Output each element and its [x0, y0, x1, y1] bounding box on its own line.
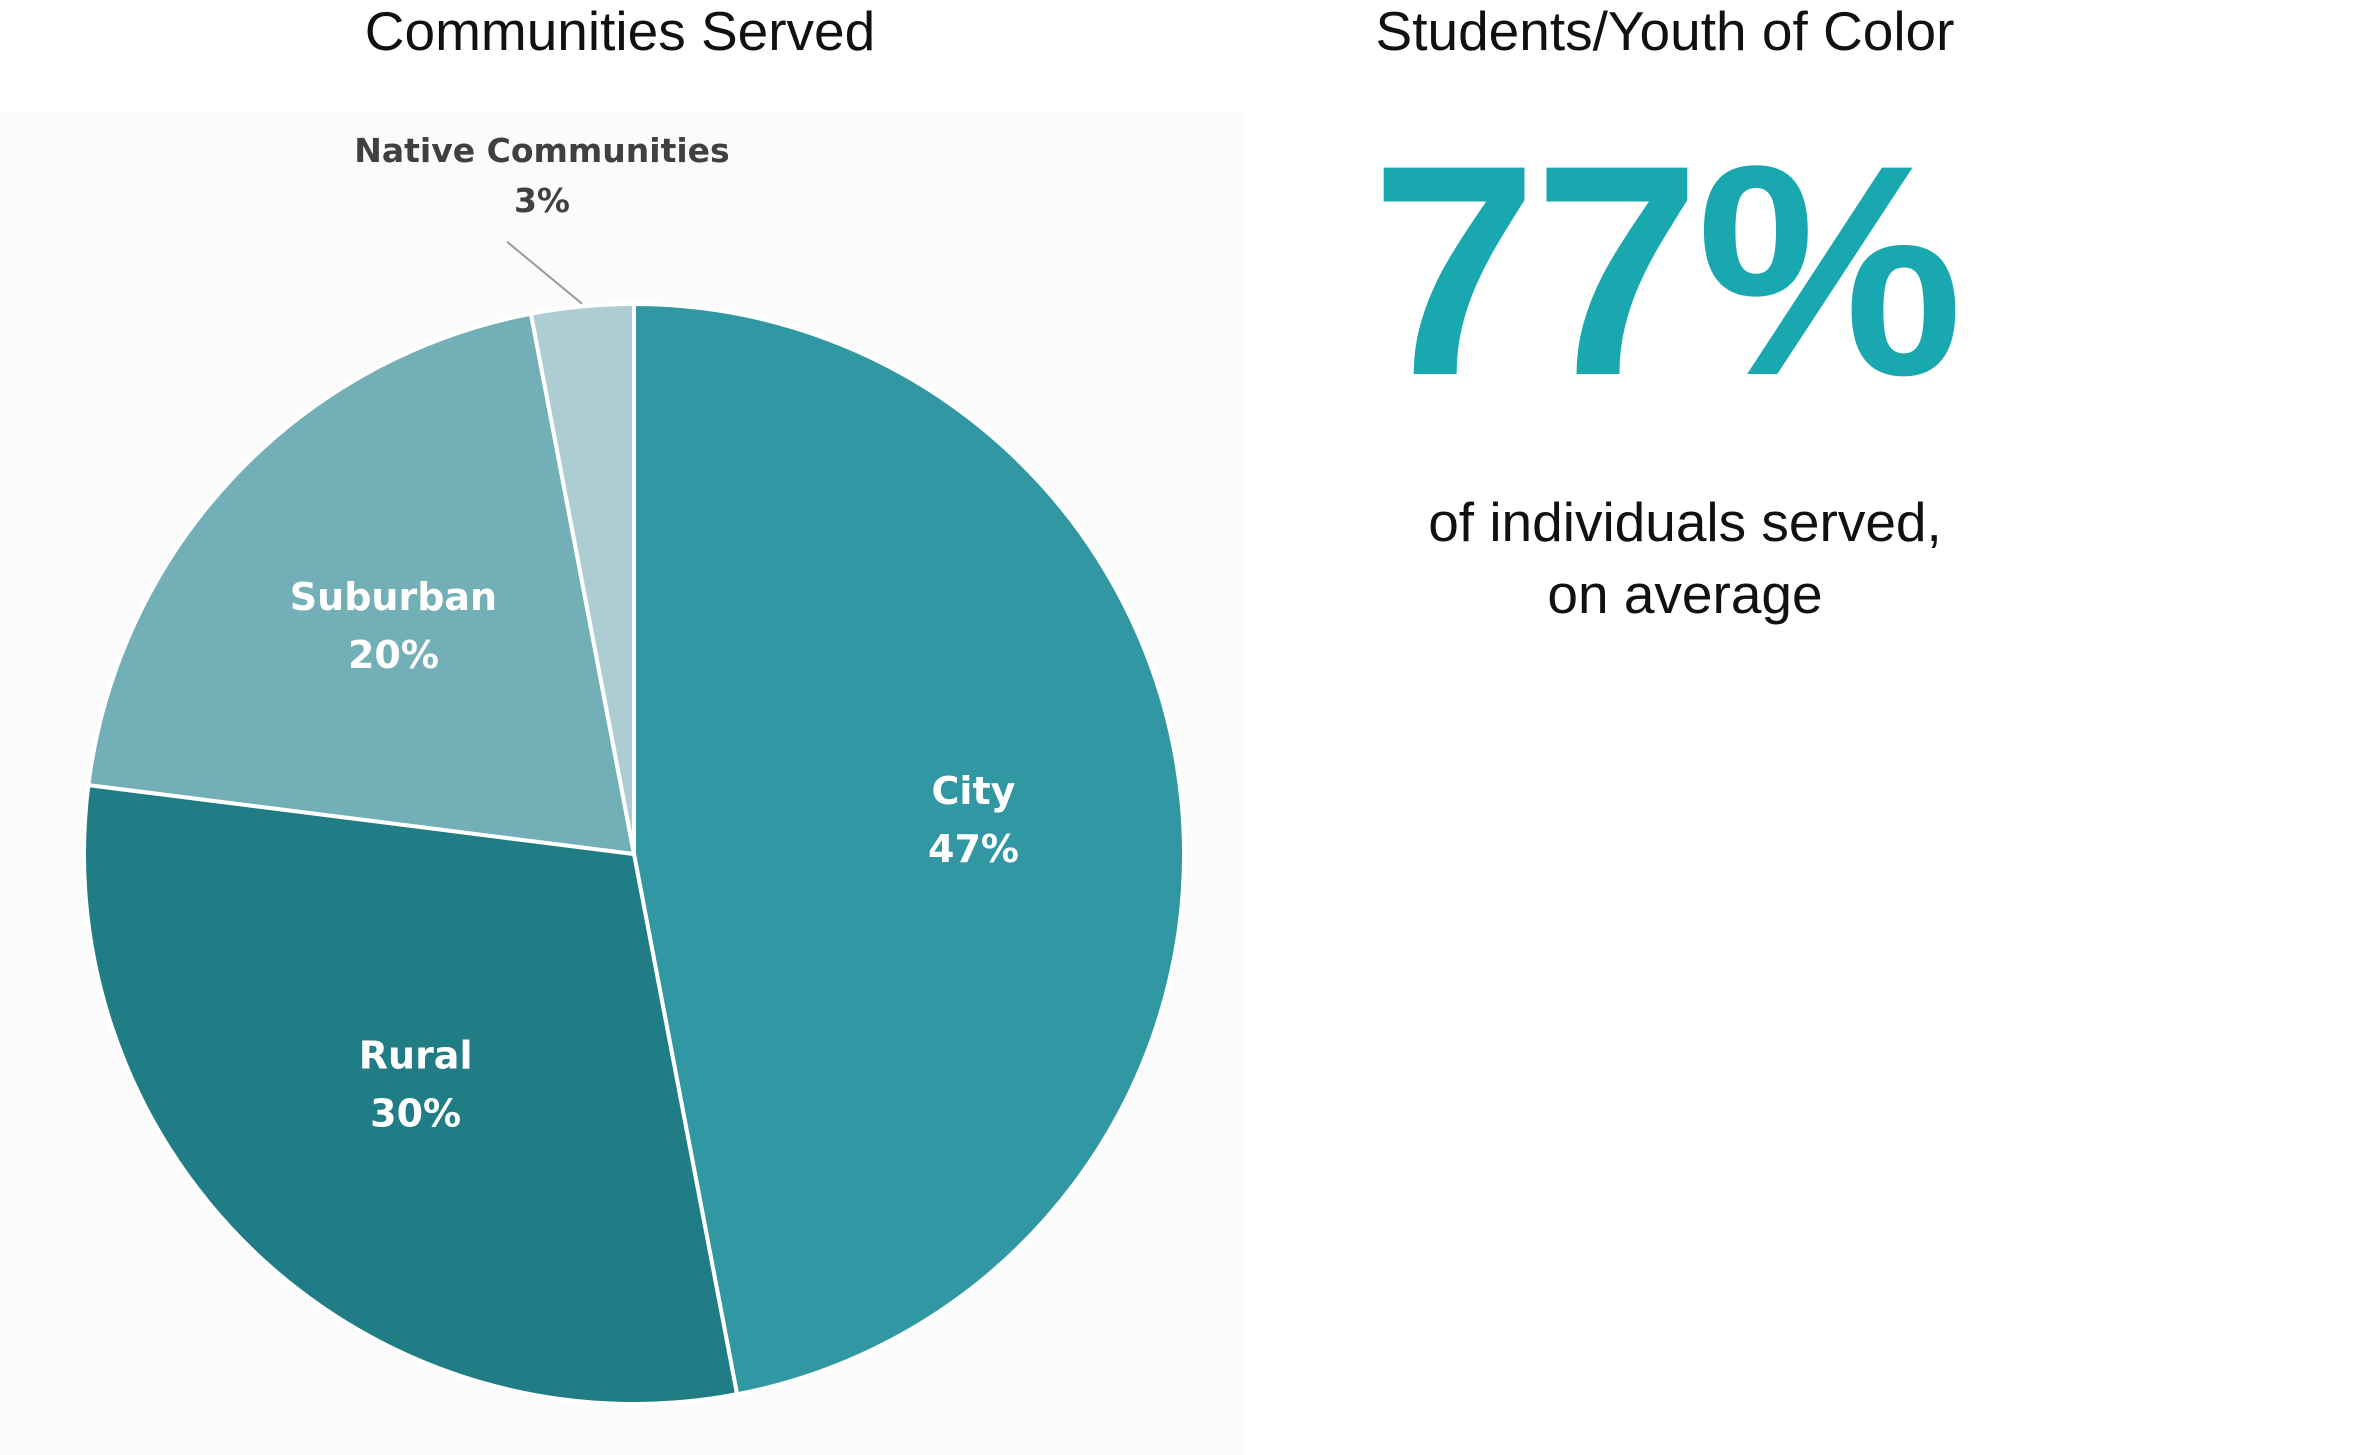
pie-slice-rural — [82, 782, 740, 1406]
slice-label-native-communities: Native Communities — [354, 131, 729, 170]
slice-value-city: 47% — [928, 827, 1019, 871]
students-color-caption: of individuals served, on average — [1240, 486, 2130, 630]
native-communities-leader-line — [506, 240, 583, 305]
caption-line-2: on average — [1547, 563, 1823, 625]
students-color-title: Students/Youth of Color — [1375, 0, 1955, 62]
pie-slice-city — [632, 301, 1186, 1397]
slice-label-city: City — [932, 769, 1016, 813]
communities-pie-chart: City 47% Rural 30% Suburban 20% Native Communi… — [82, 131, 1186, 1406]
slice-label-rural: Rural — [359, 1034, 473, 1078]
caption-line-1: of individuals served, — [1428, 491, 1942, 553]
slice-value-native-communities: 3% — [514, 181, 570, 220]
communities-chart-title: Communities Served — [364, 0, 876, 62]
slice-value-suburban: 20% — [348, 633, 439, 677]
pie-slice-native-communities — [528, 301, 636, 855]
students-color-percent: 77% — [1370, 102, 1963, 438]
slice-label-suburban: Suburban — [290, 575, 497, 619]
pie-slice-suburban — [86, 311, 637, 857]
slice-value-rural: 30% — [370, 1092, 461, 1136]
pie-chart-panel: City 47% Rural 30% Suburban 20% Native Communi… — [0, 112, 1245, 1455]
